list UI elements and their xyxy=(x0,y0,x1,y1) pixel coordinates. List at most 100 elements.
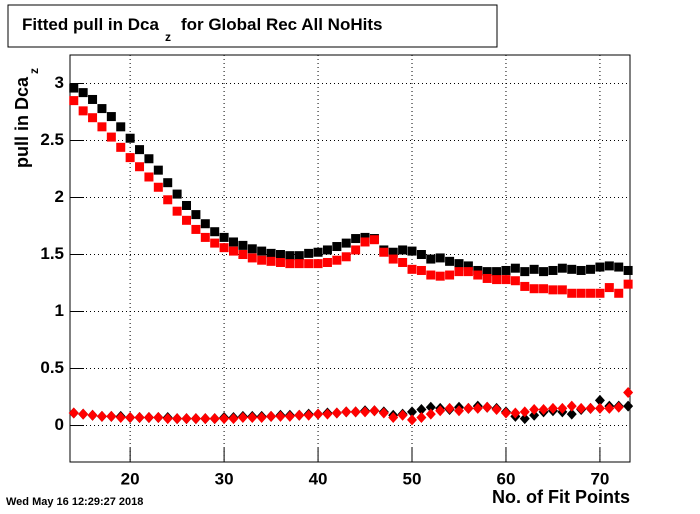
marker-square xyxy=(614,288,624,298)
marker-diamond xyxy=(576,402,587,414)
marker-square xyxy=(623,265,633,275)
marker-square xyxy=(304,259,314,269)
marker-square xyxy=(351,234,361,244)
marker-square xyxy=(501,275,511,285)
marker-square xyxy=(445,270,455,280)
marker-square xyxy=(266,256,276,266)
marker-diamond xyxy=(209,413,220,425)
marker-square xyxy=(266,248,276,258)
marker-diamond xyxy=(303,409,314,421)
y-tick-label: 3 xyxy=(55,73,64,92)
marker-diamond xyxy=(331,407,342,419)
marker-diamond xyxy=(416,404,427,416)
marker-square xyxy=(473,270,483,280)
marker-diamond xyxy=(313,408,324,420)
marker-diamond xyxy=(425,408,436,420)
marker-square xyxy=(78,88,88,98)
marker-square xyxy=(416,250,426,260)
marker-square xyxy=(106,112,116,122)
marker-square xyxy=(435,271,445,281)
marker-diamond xyxy=(115,412,126,424)
y-tick-label: 2.5 xyxy=(40,130,64,149)
marker-square xyxy=(210,227,220,237)
marker-square xyxy=(106,132,116,142)
marker-square xyxy=(520,267,530,277)
chart-title: Fitted pull in Dcazfor Global Rec All No… xyxy=(22,15,382,44)
marker-diamond xyxy=(162,413,173,425)
marker-diamond xyxy=(604,402,615,414)
marker-square xyxy=(304,248,314,258)
marker-square xyxy=(322,257,332,267)
marker-square xyxy=(510,276,520,286)
y-axis-label: pull in Dcaz xyxy=(12,68,41,168)
marker-diamond xyxy=(78,408,89,420)
marker-diamond xyxy=(453,405,464,417)
marker-square xyxy=(407,246,417,256)
x-tick-label: 20 xyxy=(121,469,140,488)
marker-square xyxy=(313,259,323,269)
marker-diamond xyxy=(416,412,427,424)
marker-diamond xyxy=(463,402,474,414)
marker-square xyxy=(294,251,304,261)
marker-square xyxy=(388,247,398,257)
marker-diamond xyxy=(500,407,511,419)
marker-square xyxy=(200,219,210,229)
marker-diamond xyxy=(256,412,267,424)
x-tick-label: 40 xyxy=(309,469,328,488)
marker-diamond xyxy=(200,413,211,425)
marker-diamond xyxy=(275,410,286,422)
marker-square xyxy=(463,261,473,271)
marker-diamond xyxy=(472,402,483,414)
marker-square xyxy=(454,259,464,269)
marker-square xyxy=(586,264,596,274)
marker-diamond xyxy=(219,413,230,425)
y-tick-label: 1 xyxy=(55,301,64,320)
marker-diamond xyxy=(87,409,98,421)
marker-square xyxy=(163,195,173,205)
marker-square xyxy=(200,232,210,242)
marker-square xyxy=(501,265,511,275)
marker-square xyxy=(586,288,596,298)
marker-square xyxy=(116,142,126,152)
marker-diamond xyxy=(585,402,596,414)
title-box xyxy=(7,4,498,48)
marker-diamond xyxy=(594,402,605,414)
marker-square xyxy=(228,237,238,247)
marker-diamond xyxy=(125,412,136,424)
marker-square xyxy=(238,250,248,260)
marker-square xyxy=(313,247,323,257)
marker-square xyxy=(445,256,455,266)
marker-square xyxy=(182,200,192,210)
marker-square xyxy=(510,263,520,273)
marker-diamond xyxy=(388,412,399,424)
marker-diamond xyxy=(284,410,295,422)
marker-square xyxy=(576,288,586,298)
marker-square xyxy=(473,265,483,275)
x-tick-label: 30 xyxy=(215,469,234,488)
marker-diamond xyxy=(294,409,305,421)
marker-square xyxy=(228,246,238,256)
marker-square xyxy=(275,257,285,267)
marker-square xyxy=(548,285,558,295)
marker-square xyxy=(210,238,220,248)
marker-square xyxy=(97,122,107,132)
marker-diamond xyxy=(106,410,117,422)
marker-square xyxy=(398,257,408,267)
marker-square xyxy=(576,265,586,275)
marker-square xyxy=(69,83,79,93)
marker-square xyxy=(426,270,436,280)
marker-square xyxy=(247,253,257,263)
marker-square xyxy=(332,242,342,252)
marker-square xyxy=(369,235,379,245)
marker-square xyxy=(426,254,436,264)
marker-square xyxy=(153,165,163,175)
marker-square xyxy=(285,259,295,269)
marker-diamond xyxy=(181,413,192,425)
marker-diamond xyxy=(190,413,201,425)
marker-square xyxy=(172,189,182,199)
marker-square xyxy=(275,250,285,260)
x-tick-label: 50 xyxy=(403,469,422,488)
marker-square xyxy=(567,288,577,298)
marker-diamond xyxy=(266,410,277,422)
